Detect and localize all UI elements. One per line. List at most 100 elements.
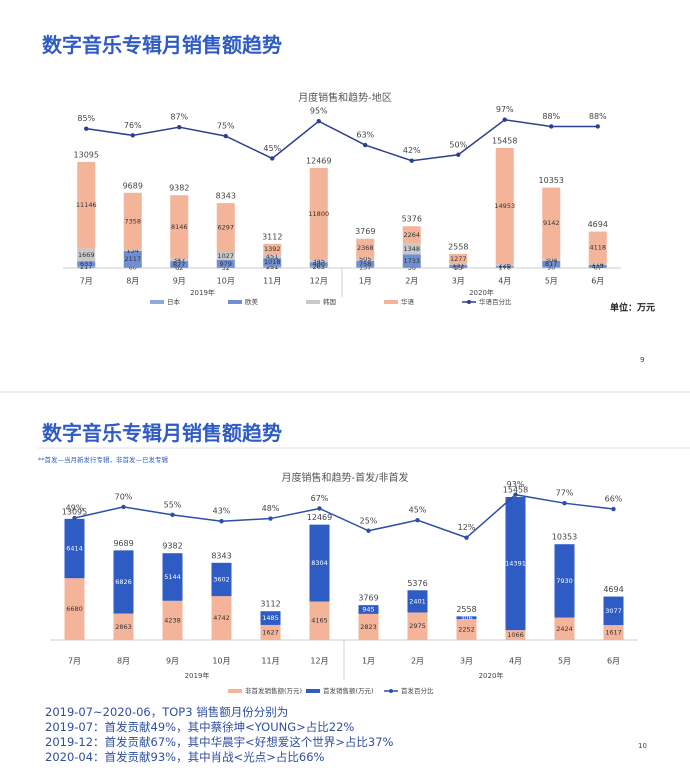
segment-label: 7358 bbox=[124, 217, 141, 225]
page-number: 9 bbox=[640, 356, 644, 364]
line-label: 85% bbox=[77, 114, 95, 123]
x-tick-label: 10月 bbox=[217, 277, 235, 286]
line-point bbox=[223, 133, 228, 139]
bar-segment bbox=[505, 497, 526, 631]
total-label: 9689 bbox=[113, 539, 133, 548]
legend-label: 首发销售额(万元) bbox=[323, 686, 374, 695]
segment-label: 945 bbox=[362, 606, 374, 614]
line-label: 43% bbox=[213, 507, 231, 516]
line-point bbox=[121, 504, 126, 510]
line-label: 45% bbox=[409, 506, 427, 515]
segment-label: 480 bbox=[313, 260, 325, 268]
segment-label: 2424 bbox=[556, 625, 573, 633]
segment-label: 251 bbox=[266, 263, 278, 271]
segment-label: 1277 bbox=[450, 255, 467, 263]
bar-segment bbox=[263, 266, 282, 268]
line-point bbox=[316, 119, 321, 124]
segment-label: 178 bbox=[499, 263, 511, 271]
x-tick-label: 1月 bbox=[359, 277, 372, 286]
segment-label: 4118 bbox=[589, 244, 606, 252]
total-label: 10353 bbox=[539, 176, 564, 185]
line-label: 88% bbox=[542, 112, 560, 121]
total-label: 5376 bbox=[407, 579, 427, 588]
total-label: 3112 bbox=[260, 600, 280, 609]
slide-title: 数字音乐专辑月销售额趋势 bbox=[42, 33, 282, 57]
segment-label: 8304 bbox=[311, 559, 328, 567]
bar-segment bbox=[402, 254, 421, 268]
segment-label: 1669 bbox=[78, 251, 95, 259]
line-point bbox=[130, 133, 135, 138]
year-label: 2019年 bbox=[185, 671, 210, 680]
line-point bbox=[409, 158, 414, 163]
bar-segment bbox=[123, 267, 142, 268]
bar-segment bbox=[603, 625, 624, 640]
x-tick-label: 6月 bbox=[607, 657, 620, 666]
legend-label: 非首发销售额(万元) bbox=[245, 686, 302, 695]
x-tick-label: 2月 bbox=[405, 277, 418, 286]
bar-segment bbox=[211, 562, 232, 597]
legend-label: 华语百分比 bbox=[479, 297, 512, 306]
bar-segment bbox=[356, 257, 375, 262]
x-tick-label: 1月 bbox=[362, 657, 375, 666]
bar-segment bbox=[123, 249, 142, 251]
segment-label: 345 bbox=[313, 257, 325, 265]
bar-segment bbox=[495, 148, 514, 265]
segment-label: 67 bbox=[594, 264, 602, 272]
page-number: 10 bbox=[638, 742, 647, 750]
bar-segment bbox=[77, 261, 96, 267]
bar-segment bbox=[407, 612, 428, 640]
segment-label: 4238 bbox=[164, 616, 181, 624]
segment-label: 4742 bbox=[213, 614, 230, 622]
bar-segment bbox=[64, 518, 85, 579]
total-label: 9382 bbox=[162, 542, 182, 551]
line-point bbox=[84, 126, 89, 131]
bar-segment bbox=[588, 263, 607, 265]
x-tick-label: 4月 bbox=[498, 277, 511, 286]
total-label: 10353 bbox=[552, 533, 577, 542]
segment-label: 80 bbox=[129, 264, 137, 272]
line-point bbox=[595, 124, 600, 129]
segment-label: 11146 bbox=[76, 201, 97, 209]
bar-segment bbox=[309, 265, 328, 268]
total-label: 2558 bbox=[456, 605, 476, 614]
x-tick-label: 7月 bbox=[68, 657, 81, 666]
total-label: 15458 bbox=[503, 486, 528, 495]
segment-label: 14391 bbox=[505, 560, 526, 568]
segment-label: 817 bbox=[545, 260, 557, 268]
bar-segment bbox=[64, 578, 85, 640]
bar-segment bbox=[162, 600, 183, 640]
line-series bbox=[74, 493, 614, 539]
line-label: 75% bbox=[217, 122, 235, 131]
line-label: 93% bbox=[507, 480, 525, 489]
segment-label: 14953 bbox=[494, 202, 515, 210]
summary-line: 2019-12：首发贡献67%，其中华晨宇<好想爱这个世界>占比37% bbox=[45, 735, 394, 749]
x-tick-label: 8月 bbox=[126, 277, 139, 286]
line-point bbox=[177, 124, 182, 130]
bar-segment bbox=[588, 231, 607, 264]
legend-label: 欧美 bbox=[245, 297, 259, 306]
line-label: 87% bbox=[170, 113, 188, 122]
bar-segment bbox=[216, 259, 235, 268]
segment-label: 4165 bbox=[311, 617, 328, 625]
segment-label: 347 bbox=[173, 256, 185, 264]
bar-segment bbox=[309, 601, 330, 640]
legend-label: 华语 bbox=[401, 297, 415, 306]
total-label: 8343 bbox=[216, 192, 236, 201]
bar-segment bbox=[456, 619, 477, 640]
year-label: 2019年 bbox=[190, 288, 215, 297]
note: **首发—当月新发行专辑，非首发—已发专辑 bbox=[38, 455, 169, 464]
total-label: 9689 bbox=[123, 181, 143, 190]
segment-label: 62 bbox=[175, 264, 183, 272]
segment-label: 827 bbox=[173, 260, 185, 268]
x-tick-label: 10月 bbox=[212, 657, 230, 666]
line-point bbox=[415, 517, 420, 523]
x-tick-label: 2月 bbox=[411, 657, 424, 666]
line-point bbox=[366, 528, 371, 533]
legend-swatch bbox=[306, 689, 320, 693]
line-label: 76% bbox=[124, 121, 142, 130]
total-label: 4694 bbox=[588, 220, 608, 229]
legend-label: 日本 bbox=[167, 297, 181, 306]
line-label: 67% bbox=[311, 494, 329, 503]
bar-segment bbox=[495, 264, 514, 266]
segment-label: 1617 bbox=[605, 629, 622, 637]
